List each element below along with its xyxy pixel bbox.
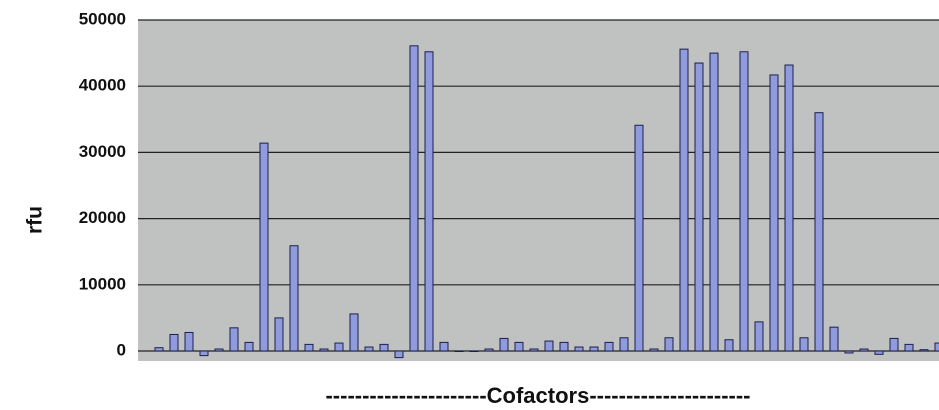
bar [169,333,179,352]
bar [289,245,299,352]
bar [529,348,539,352]
bar [424,51,434,352]
bar [334,342,344,352]
bar [259,142,269,352]
y-tick-label: 40000 [79,76,126,95]
bar [844,350,854,354]
bar [214,348,224,352]
y-tick-label: 30000 [79,142,126,161]
bar [439,341,449,352]
bar [229,327,239,352]
bar [664,337,674,352]
bar [709,52,719,352]
bar [379,343,389,352]
y-tick-label: 0 [117,340,126,359]
bar [874,350,884,355]
bar [244,341,254,352]
bar [544,340,554,352]
bar [904,343,914,352]
bar [349,313,359,352]
bar [934,342,939,352]
bar [319,348,329,352]
bar [829,326,839,352]
bar [559,341,569,352]
bar [589,346,599,352]
bar [679,48,689,352]
bar [634,124,644,352]
bar [724,339,734,352]
bar [484,348,494,352]
bar [604,341,614,352]
y-axis-label: rfu [24,206,47,234]
bar [364,346,374,352]
bar [919,349,929,352]
plot-area [138,20,939,361]
bar [184,331,194,352]
x-axis-label: ----------------------Cofactors---------… [325,383,750,408]
y-tick-label: 10000 [79,274,126,293]
bar [409,45,419,352]
y-tick-label: 20000 [79,208,126,227]
bar [754,321,764,352]
bar [304,343,314,352]
bar [799,337,809,352]
bar [814,112,824,352]
bar [274,317,284,352]
bar [889,337,899,352]
bar [859,348,869,352]
bar [499,337,509,352]
bar [739,51,749,352]
bar [394,350,404,359]
bar [199,350,209,357]
bar [769,74,779,352]
bar [694,62,704,352]
bar [514,341,524,352]
y-tick-label: 50000 [79,9,126,28]
bar [454,350,464,352]
bar [469,350,479,352]
bar [784,64,794,352]
bar [154,347,164,352]
bar [574,346,584,352]
bar [649,348,659,352]
bar [619,337,629,352]
